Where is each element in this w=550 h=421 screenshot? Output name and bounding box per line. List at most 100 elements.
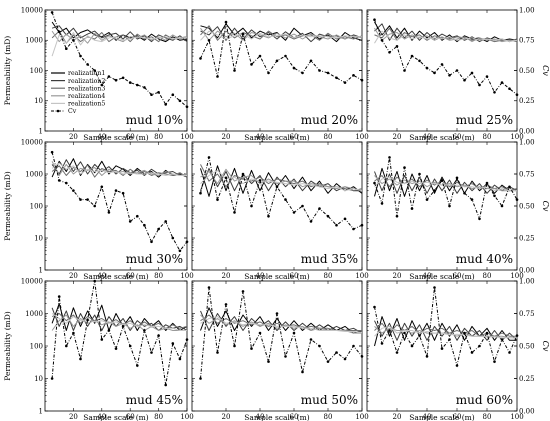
- y-left-tick-label: 1000: [25, 170, 43, 178]
- cv-point: [433, 71, 436, 75]
- cv-point: [224, 176, 228, 180]
- y-left-axis-label: Permeability (mD): [3, 311, 12, 380]
- y-left-tick-label: 100: [30, 342, 43, 350]
- cv-point: [301, 204, 304, 208]
- cv-point: [448, 338, 451, 341]
- cv-point: [275, 59, 279, 63]
- cv-point: [485, 75, 489, 78]
- cv-point: [86, 63, 89, 66]
- panel-label: mud 45%: [126, 393, 183, 407]
- cv-point: [326, 360, 330, 363]
- cv-point: [171, 236, 175, 240]
- series-line-realization2: [374, 320, 518, 341]
- cv-point: [241, 32, 245, 36]
- cv-point: [335, 351, 338, 354]
- legend-label: realization5: [68, 101, 105, 108]
- cv-point: [171, 342, 175, 345]
- cv-point: [107, 211, 111, 214]
- legend-label: realization3: [68, 85, 105, 92]
- panel-label: mud 30%: [126, 252, 183, 266]
- cv-point: [79, 357, 82, 361]
- cv-point: [128, 220, 132, 223]
- series-line-realization5: [51, 162, 187, 176]
- cv-point: [93, 69, 96, 72]
- cv-point: [292, 66, 296, 70]
- cv-point: [275, 312, 279, 315]
- cv-point: [508, 351, 511, 354]
- panel-7: 1 10 100 1000 10000 20 40 60 80 100 Sample scale (…: [3, 277, 194, 421]
- series-line-cv: [51, 152, 188, 252]
- cv-point: [207, 286, 211, 289]
- cv-point: [485, 181, 489, 185]
- series-line-cv: [200, 287, 363, 379]
- y-right-tick-label: 1.00: [519, 277, 535, 285]
- legend: realization1realization2realization3real…: [51, 70, 105, 115]
- y-left-tick-label: 10000: [21, 6, 43, 14]
- y-right-axis-label: Cv: [541, 65, 550, 76]
- series-line-realization2: [51, 159, 188, 176]
- cv-point: [93, 279, 96, 283]
- cv-point: [455, 364, 459, 367]
- cv-point: [500, 81, 504, 84]
- cv-point: [241, 172, 245, 176]
- cv-point: [455, 176, 459, 180]
- cv-point: [470, 351, 474, 354]
- cv-point: [275, 185, 279, 189]
- cv-point: [157, 334, 160, 337]
- x-tick-label: 40: [423, 413, 432, 421]
- series-line-realization1: [200, 23, 363, 43]
- y-left-tick-label: 1: [39, 407, 43, 415]
- cv-point: [373, 305, 376, 309]
- panel-5: 20 40 60 80 100 Sample scale (m) mud 35%: [191, 141, 369, 281]
- y-left-axis-label: Permeability (mD): [3, 171, 12, 240]
- cv-point: [395, 45, 399, 48]
- cv-point: [410, 344, 414, 348]
- series-line-cv: [51, 12, 188, 108]
- y-left-tick-label: 1: [39, 266, 43, 274]
- x-tick-label: 80: [324, 133, 333, 141]
- x-tick-label: 40: [256, 272, 265, 280]
- cv-point: [114, 78, 118, 82]
- legend-label: realization2: [68, 78, 105, 85]
- cv-point: [107, 329, 111, 332]
- cv-point: [292, 331, 296, 335]
- x-tick-label: 100: [355, 133, 368, 141]
- x-tick-label: 40: [423, 272, 432, 280]
- y-left-tick-label: 10000: [21, 277, 43, 285]
- cv-point: [216, 75, 219, 78]
- cv-point: [136, 364, 139, 367]
- x-tick-label: 80: [483, 133, 492, 141]
- y-left-tick-label: 10: [34, 375, 43, 383]
- x-tick-label: 20: [222, 272, 231, 280]
- panel-8: 20 40 60 80 100 Sample scale (m) mud 50%: [191, 280, 369, 421]
- cv-point: [267, 71, 270, 75]
- cv-point: [267, 360, 270, 363]
- x-tick-label: 60: [126, 272, 135, 280]
- x-tick-label: 100: [180, 272, 193, 280]
- panel-label: mud 35%: [301, 252, 358, 266]
- cv-point: [100, 185, 104, 189]
- cv-point: [284, 198, 287, 201]
- x-tick-label: 100: [510, 272, 523, 280]
- x-tick-label: 100: [510, 413, 523, 421]
- x-tick-label: 100: [355, 272, 368, 280]
- x-tick-label: 20: [393, 133, 402, 141]
- cv-point: [440, 179, 444, 182]
- y-right-tick-label: 0.00: [519, 127, 535, 135]
- cv-point: [343, 357, 347, 361]
- cv-point: [403, 69, 406, 72]
- cv-point: [143, 86, 146, 89]
- y-left-axis-label: Permeability (mD): [3, 36, 12, 105]
- series-line-realization5: [200, 30, 362, 41]
- cv-point: [440, 63, 444, 66]
- x-tick-label: 100: [180, 413, 193, 421]
- y-left-tick-label: 1000: [25, 310, 43, 318]
- x-tick-label: 80: [154, 413, 163, 421]
- cv-point: [185, 338, 189, 341]
- panel-label: mud 60%: [456, 393, 513, 407]
- series-line-realization3: [374, 322, 517, 337]
- x-tick-label: 80: [483, 413, 492, 421]
- cv-point: [500, 204, 504, 208]
- cv-point: [164, 103, 167, 106]
